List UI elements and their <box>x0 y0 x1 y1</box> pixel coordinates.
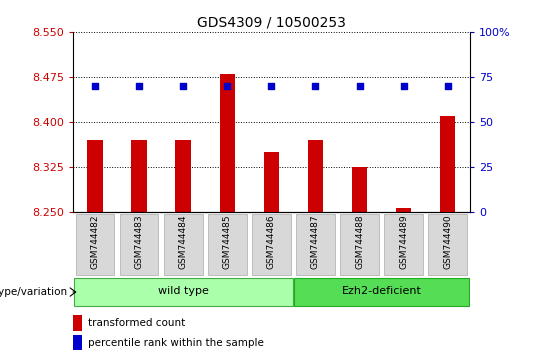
Point <box>223 83 232 89</box>
Bar <box>440 116 455 212</box>
Text: wild type: wild type <box>158 286 208 296</box>
Bar <box>176 140 191 212</box>
FancyBboxPatch shape <box>76 214 114 275</box>
Text: GSM744484: GSM744484 <box>179 214 188 269</box>
Point <box>443 83 452 89</box>
Text: GSM744486: GSM744486 <box>267 214 276 269</box>
Bar <box>73 335 82 350</box>
FancyBboxPatch shape <box>120 214 158 275</box>
Bar <box>73 315 82 331</box>
Title: GDS4309 / 10500253: GDS4309 / 10500253 <box>197 15 346 29</box>
Bar <box>396 208 411 212</box>
Bar <box>264 152 279 212</box>
FancyBboxPatch shape <box>384 214 423 275</box>
FancyBboxPatch shape <box>208 214 247 275</box>
Text: GSM744488: GSM744488 <box>355 214 364 269</box>
FancyBboxPatch shape <box>428 214 467 275</box>
Bar <box>352 167 367 212</box>
Text: transformed count: transformed count <box>88 318 185 328</box>
Text: Ezh2-deficient: Ezh2-deficient <box>342 286 422 296</box>
Text: GSM744485: GSM744485 <box>223 214 232 269</box>
Bar <box>308 140 323 212</box>
Bar <box>220 74 235 212</box>
Point <box>91 83 99 89</box>
Point <box>135 83 144 89</box>
FancyBboxPatch shape <box>252 214 291 275</box>
FancyBboxPatch shape <box>294 278 469 306</box>
Point <box>311 83 320 89</box>
Text: percentile rank within the sample: percentile rank within the sample <box>88 338 264 348</box>
Text: GSM744483: GSM744483 <box>134 214 144 269</box>
FancyBboxPatch shape <box>340 214 379 275</box>
Bar <box>131 140 147 212</box>
Point <box>399 83 408 89</box>
Text: GSM744490: GSM744490 <box>443 214 452 269</box>
Point <box>355 83 364 89</box>
Point <box>179 83 187 89</box>
Text: genotype/variation: genotype/variation <box>0 287 68 297</box>
FancyBboxPatch shape <box>74 278 293 306</box>
FancyBboxPatch shape <box>164 214 202 275</box>
Text: GSM744487: GSM744487 <box>311 214 320 269</box>
Point <box>267 83 275 89</box>
Bar <box>87 140 103 212</box>
Text: GSM744489: GSM744489 <box>399 214 408 269</box>
Text: GSM744482: GSM744482 <box>91 214 99 269</box>
FancyBboxPatch shape <box>296 214 335 275</box>
